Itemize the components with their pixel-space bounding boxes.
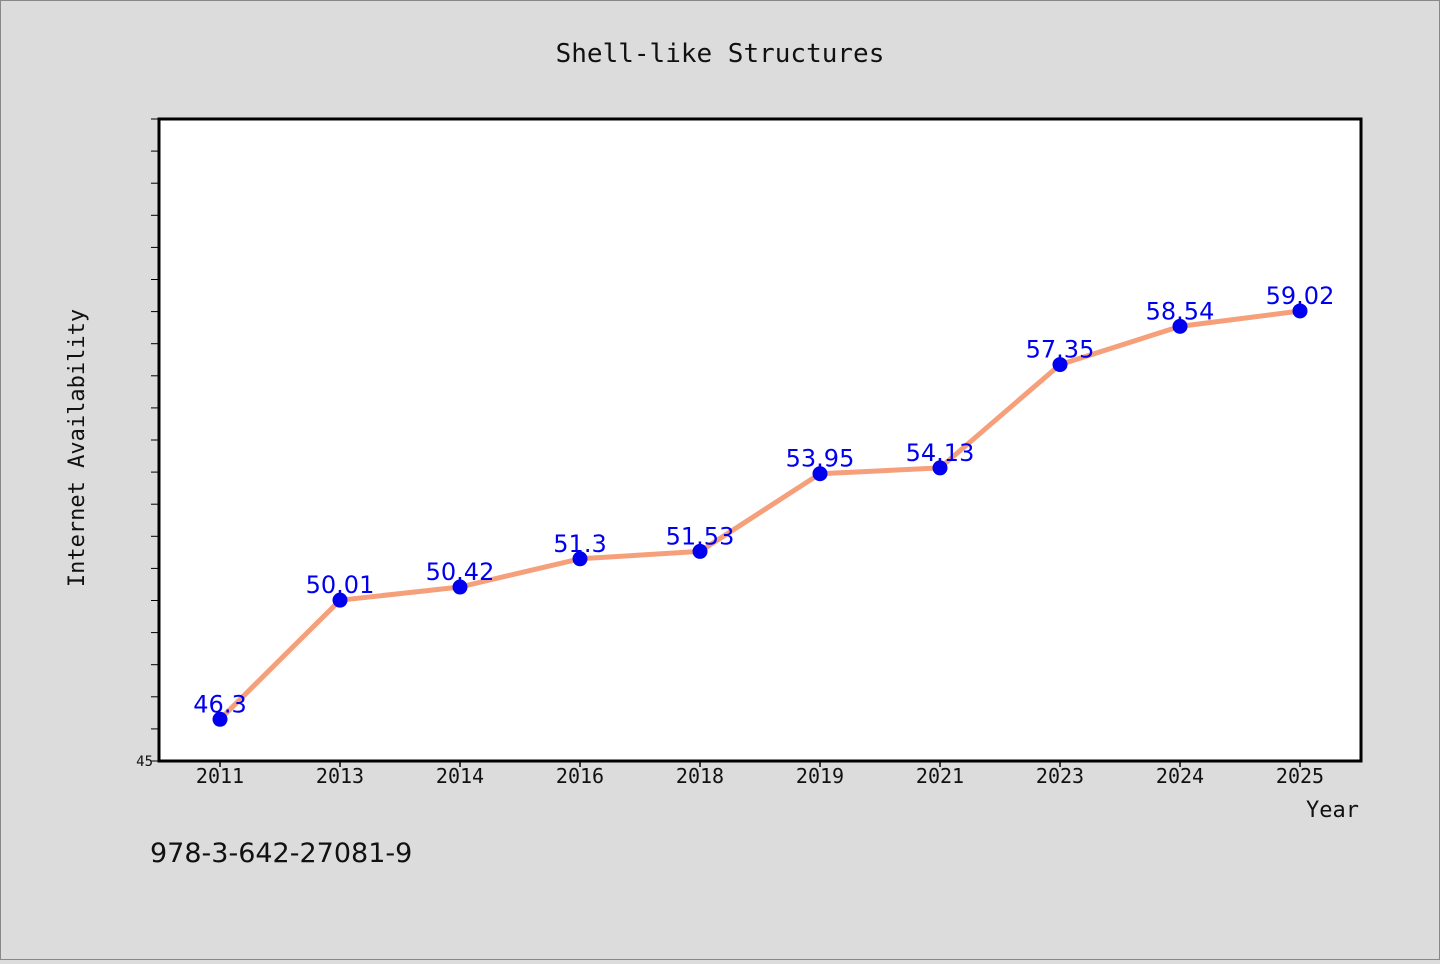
- series-data-labels: 46.3 50.01 50.42 51.3 51.53 53.95 54.13 57.35 58…: [193, 282, 1334, 718]
- x-tick-label: 2019: [796, 764, 844, 788]
- data-point: [932, 460, 948, 476]
- data-point: [1172, 318, 1188, 334]
- data-label: 46.3: [193, 690, 246, 718]
- y-axis-min-label: 45: [136, 754, 153, 770]
- y-axis-title: Internet Availability: [65, 309, 90, 587]
- data-label: 58.54: [1146, 297, 1215, 325]
- data-point: [1052, 357, 1068, 373]
- x-tick-label: 2023: [1036, 764, 1084, 788]
- plot-area: [157, 117, 1363, 763]
- data-point: [452, 579, 468, 595]
- data-label: 59.02: [1266, 282, 1335, 310]
- x-tick-label: 2025: [1276, 764, 1324, 788]
- series-markers: [212, 303, 1308, 727]
- x-tick-label: 2018: [676, 764, 724, 788]
- y-axis-ticks: [151, 118, 159, 762]
- data-label: 54.13: [906, 439, 975, 467]
- x-tick-label: 2024: [1156, 764, 1204, 788]
- data-label: 50.01: [306, 571, 375, 599]
- chart-title: Shell-like Structures: [556, 39, 885, 69]
- series-line: [217, 308, 1303, 722]
- x-tick-label: 2014: [436, 764, 484, 788]
- data-label: 51.3: [553, 530, 606, 558]
- x-axis-ticks: [219, 761, 1301, 767]
- x-axis-title: Year: [1306, 798, 1359, 823]
- data-point: [692, 543, 708, 559]
- data-label: 57.35: [1026, 336, 1095, 364]
- data-point: [572, 551, 588, 567]
- data-label: 53.95: [786, 445, 855, 473]
- x-tick-label: 2013: [316, 764, 364, 788]
- isbn-text: 978-3-642-27081-9: [150, 838, 412, 869]
- x-tick-label: 2016: [556, 764, 604, 788]
- data-label: 50.42: [426, 558, 495, 586]
- data-point: [812, 466, 828, 482]
- data-point: [332, 592, 348, 608]
- x-tick-label: 2021: [916, 764, 964, 788]
- x-tick-label: 2011: [196, 764, 244, 788]
- data-label: 51.53: [666, 522, 735, 550]
- data-point: [1292, 303, 1308, 319]
- data-point: [212, 711, 228, 727]
- x-tick-labels: 2011 2013 2014 2016 2018 2019 2021 2023 2024 2025: [196, 764, 1324, 788]
